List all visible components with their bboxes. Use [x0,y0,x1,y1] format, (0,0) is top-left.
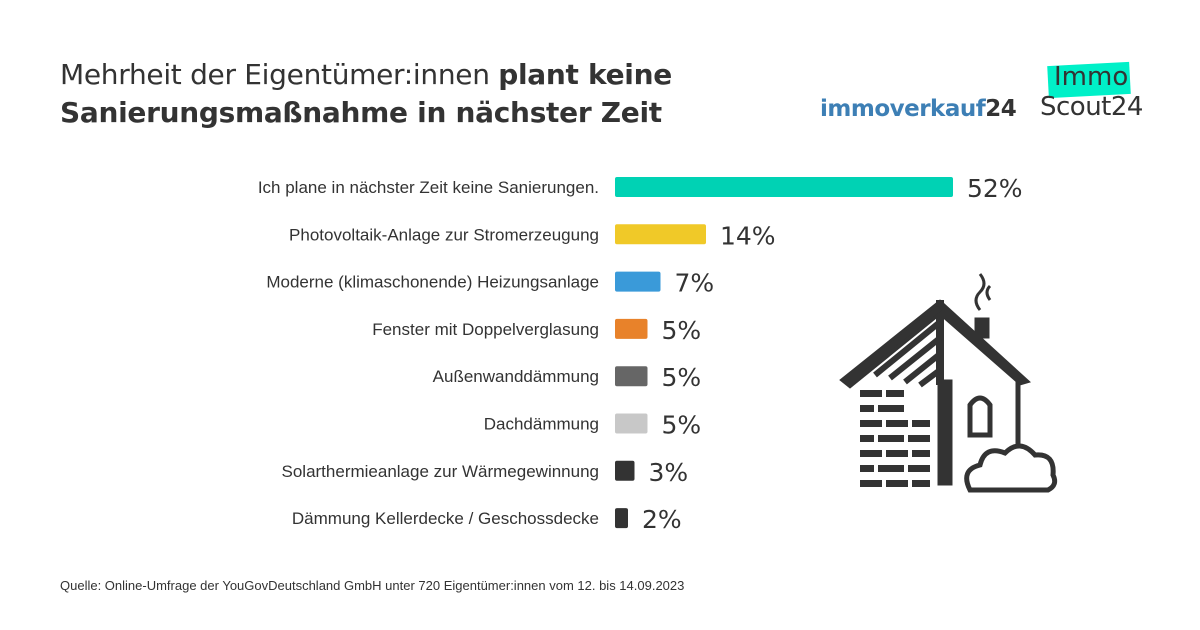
value-label: 3% [649,458,689,487]
value-label: 2% [642,505,682,534]
category-label: Moderne (klimaschonende) Heizungsanlage [266,273,599,292]
logo-immo: Immo [1054,62,1129,92]
bar [615,177,953,197]
bar [615,224,706,245]
house-illustration [839,273,1058,493]
value-label: 7% [675,269,715,298]
immoscout24-logo: Immo Scout24 [1040,60,1150,130]
bar [615,460,635,481]
value-label: 52% [967,174,1023,203]
bar [615,271,661,292]
category-label: Dachdämmung [484,415,599,434]
title-normal: Mehrheit der Eigentümer:innen [60,58,499,91]
bush [964,443,1058,493]
logo-number: 24 [985,96,1017,122]
bar [615,318,648,339]
category-label: Fenster mit Doppelverglasung [372,320,599,339]
category-label: Solarthermieanlage zur Wärmegewinnung [282,462,600,481]
bar [615,413,648,434]
category-label: Photovoltaik-Anlage zur Stromerzeugung [289,225,599,244]
chart-title: Mehrheit der Eigentümer:innen plant kein… [60,56,672,132]
logo-scout: Scout24 [1040,92,1143,122]
bar [615,366,648,387]
value-label: 5% [662,316,702,345]
value-label: 5% [662,363,702,392]
title-bold-2: Sanierungsmaßnahme in nächster Zeit [60,96,662,129]
value-label: 14% [720,221,776,250]
immoverkauf24-logo: immoverkauf24 [820,96,1017,122]
bar [615,508,628,529]
value-label: 5% [662,411,702,440]
source-note: Quelle: Online-Umfrage der YouGovDeutsch… [60,578,685,593]
title-bold-1: plant keine [498,58,672,91]
brick-wall [860,390,930,487]
category-label: Ich plane in nächster Zeit keine Sanieru… [258,178,599,197]
logo-text: immoverkauf [820,96,986,122]
category-label: Außenwanddämmung [433,367,599,386]
category-label: Dämmung Kellerdecke / Geschossdecke [292,509,599,528]
